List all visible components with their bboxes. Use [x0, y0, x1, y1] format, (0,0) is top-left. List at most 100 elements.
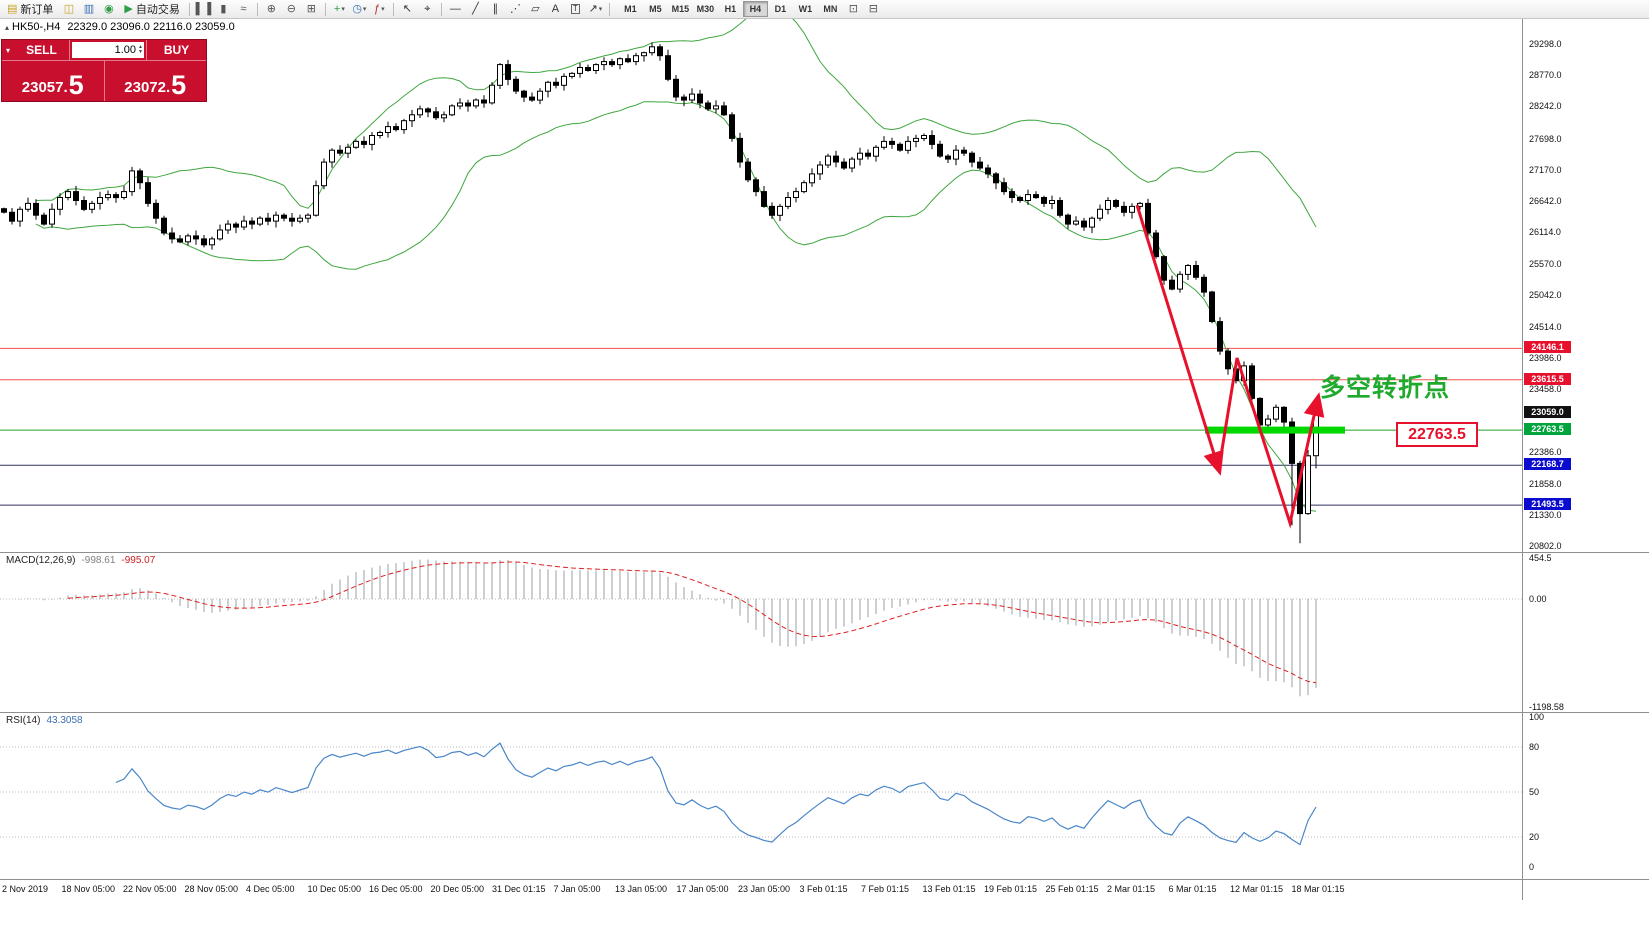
templates-icon[interactable]: ⊡ — [844, 1, 863, 18]
time-label: 18 Mar 01:15 — [1291, 884, 1345, 894]
channel-icon[interactable]: ∥ — [486, 1, 505, 18]
text-label-icon[interactable]: T — [566, 1, 585, 18]
toolbar-separator — [324, 2, 326, 16]
axis-tick: 28770.0 — [1529, 70, 1562, 81]
arrows-tool-icon: ↗ — [588, 2, 598, 15]
price-label-badge[interactable]: 23059.0 — [1524, 405, 1571, 418]
cursor-icon[interactable]: ↖ — [398, 1, 417, 18]
window-list-icon[interactable]: ⊟ — [864, 1, 883, 18]
text-icon[interactable]: A — [546, 1, 565, 18]
fibonacci-icon[interactable]: ⋰ — [506, 1, 525, 18]
zoom-in-icon[interactable]: ⊕ — [262, 1, 281, 18]
toolbar-separator — [440, 2, 442, 16]
timeframe-m15[interactable]: M15 — [671, 4, 690, 14]
auto-scroll-icon: ⊞ — [306, 2, 316, 15]
indicators-icon[interactable]: ƒ ▾ — [370, 1, 389, 18]
panel-divider[interactable] — [0, 552, 1649, 553]
price-label-badge[interactable]: 22763.5 — [1524, 423, 1571, 436]
timeframe-m30[interactable]: M30 — [696, 4, 715, 14]
price-label-badge[interactable]: 23615.5 — [1524, 372, 1571, 385]
shapes-icon[interactable]: ▱ — [526, 1, 545, 18]
timeframe-h4[interactable]: H4 — [742, 1, 768, 17]
sell-price[interactable]: 23057. 5 — [2, 61, 105, 101]
data-window-icon: ▥ — [83, 2, 95, 15]
sell-price-big-digit: 5 — [68, 70, 84, 100]
price-label-badge[interactable]: 21493.5 — [1524, 498, 1571, 511]
timeframe-mn[interactable]: MN — [823, 4, 838, 14]
navigator-icon[interactable]: ◉ — [99, 1, 118, 18]
arrows-tool-icon[interactable]: ↗ ▾ — [586, 1, 605, 18]
rsi-indicator-label: RSI(14) 43.3058 — [6, 715, 83, 726]
rsi-axis-label: 50 — [1529, 787, 1540, 797]
bar-chart-icon[interactable]: ▌▐ — [194, 1, 213, 18]
time-label: 7 Jan 05:00 — [553, 884, 601, 894]
time-label: 4 Dec 05:00 — [246, 884, 295, 894]
market-watch-icon: ◫ — [63, 2, 75, 15]
axis-tick: 25042.0 — [1529, 290, 1562, 301]
market-watch-icon[interactable]: ◫ — [59, 1, 78, 18]
symbol-ohlc-values: 22329.0 23096.0 22116.0 23059.0 — [67, 21, 235, 33]
toolbar: ▤ 新订单 ◫ ▥ ◉ ▶ 自动交易 ▌▐ ▮ ≈ ⊕ ⊖ ⊞ + ▾ ◷ ▾ ƒ ▾ ↖ ⌖ — ╱ ∥ ⋰ ▱ A T ↗ ▾ M1 M5… — [0, 0, 1649, 19]
rsi-value: 43.3058 — [46, 715, 83, 726]
zoom-out-icon[interactable]: ⊖ — [282, 1, 301, 18]
axis-tick: 24514.0 — [1529, 321, 1562, 332]
data-window-icon[interactable]: ▥ — [79, 1, 98, 18]
macd-panel[interactable]: MACD(12,26,9) -998.61 -995.07 — [0, 553, 1523, 712]
lot-spinner: ▲ ▼ — [138, 45, 143, 55]
axis-tick: 29298.0 — [1529, 39, 1562, 49]
dropdown-caret-icon: ▾ — [598, 6, 603, 13]
price-axis-divider[interactable] — [1522, 18, 1523, 900]
crosshair-icon[interactable]: ⌖ — [418, 1, 437, 18]
rsi-axis-label: 100 — [1529, 712, 1545, 722]
time-label: 3 Feb 01:15 — [799, 884, 848, 894]
new-order-button[interactable]: ▤ 新订单 — [2, 1, 58, 18]
lot-size-input[interactable] — [72, 44, 137, 56]
text-icon: A — [551, 2, 560, 15]
timeframe-m5[interactable]: M5 — [649, 4, 662, 14]
lot-up-icon[interactable]: ▲ — [138, 44, 143, 50]
new-order-button-label: 新订单 — [20, 4, 54, 16]
trendline-icon[interactable]: ╱ — [466, 1, 485, 18]
candlestick-chart-icon[interactable]: ▮ — [214, 1, 233, 18]
time-axis[interactable]: 2 Nov 2019 18 Nov 05:00 22 Nov 05:00 28 Nov… — [0, 880, 1523, 900]
price-label-badge[interactable]: 24146.1 — [1524, 341, 1571, 354]
symbol-name: HK50-,H4 — [12, 21, 61, 33]
bar-chart-icon: ▌▐ — [195, 2, 212, 15]
new-chart-icon[interactable]: + ▾ — [330, 1, 349, 18]
buy-button[interactable]: BUY — [146, 40, 206, 60]
axis-tick: 26114.0 — [1529, 227, 1561, 238]
lot-down-icon[interactable]: ▼ — [138, 49, 143, 55]
line-chart-icon[interactable]: ≈ — [234, 1, 253, 18]
buy-price-main: 23072. — [124, 79, 171, 96]
panel-collapse-icon[interactable]: ▾ — [5, 45, 10, 55]
price-axis[interactable]: 29298.0 28770.0 28242.0 27698.0 27170.0 26642… — [1523, 0, 1649, 939]
dropdown-caret-icon: ▾ — [362, 6, 367, 13]
axis-tick: 27170.0 — [1529, 164, 1562, 175]
autotrading-button[interactable]: ▶ 自动交易 — [119, 1, 184, 18]
timeframe-d1[interactable]: D1 — [774, 4, 787, 14]
auto-scroll-icon[interactable]: ⊞ — [302, 1, 321, 18]
time-label: 23 Jan 05:00 — [738, 884, 791, 894]
panel-divider[interactable] — [0, 879, 1649, 880]
main-chart-panel[interactable]: ▴ HK50-,H4 22329.0 23096.0 22116.0 23059.0… — [0, 18, 1523, 552]
timeframe-h1[interactable]: H1 — [724, 4, 737, 14]
trade-panel-top-row: ▾ SELL ▲▼ BUY — [2, 40, 206, 61]
toolbar-separator — [256, 2, 258, 16]
rsi-panel[interactable]: RSI(14) 43.3058 — [0, 713, 1523, 879]
dropdown-caret-icon: ▾ — [381, 6, 385, 13]
buy-price[interactable]: 23072. 5 — [105, 61, 207, 101]
horizontal-line-icon[interactable]: — — [446, 1, 465, 18]
price-label-badge[interactable]: 22168.7 — [1524, 458, 1571, 471]
timeframe-w1[interactable]: W1 — [798, 4, 813, 14]
time-label: 31 Dec 01:15 — [492, 884, 546, 894]
time-label: 6 Mar 01:15 — [1168, 884, 1217, 894]
period-icon[interactable]: ◷ ▾ — [350, 1, 369, 18]
macd-axis-label: 454.5 — [1529, 553, 1552, 564]
timeframe-m1[interactable]: M1 — [624, 4, 637, 14]
time-label: 13 Jan 05:00 — [615, 884, 668, 894]
panel-divider[interactable] — [0, 712, 1649, 713]
turning-point-annotation: 多空转折点 — [1320, 374, 1451, 402]
sell-button[interactable]: SELL — [14, 40, 70, 60]
axis-tick: 27698.0 — [1529, 133, 1562, 144]
